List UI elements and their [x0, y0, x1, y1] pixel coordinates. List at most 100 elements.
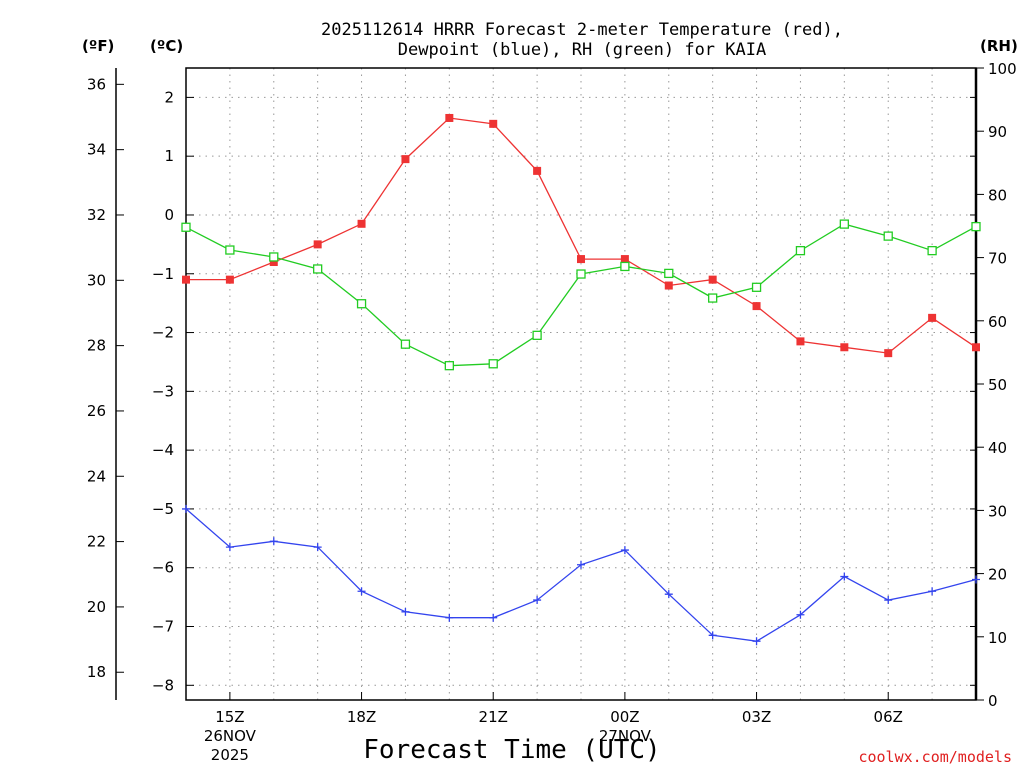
dewpoint-point — [708, 631, 717, 640]
dewpoint-point — [972, 575, 980, 584]
credit-text: coolwx.com/models — [858, 748, 1012, 766]
rh-point — [356, 299, 367, 309]
rh-point — [181, 222, 191, 232]
plot-frame — [185, 67, 977, 701]
fahrenheit-tick-label: 32 — [87, 206, 106, 224]
rh-tick-label: 10 — [988, 629, 1007, 647]
dewpoint-point — [225, 543, 234, 552]
chart-title-line2: Dewpoint (blue), RH (green) for KAIA — [398, 40, 766, 60]
fahrenheit-tick-label: 30 — [87, 271, 106, 289]
rh-point — [269, 252, 279, 262]
temperature-point — [533, 166, 542, 175]
dewpoint-point — [884, 596, 893, 605]
dewpoint-point — [620, 546, 629, 555]
dewpoint-point — [269, 537, 278, 546]
fahrenheit-tick-label: 36 — [87, 75, 106, 93]
rh-point — [664, 268, 674, 279]
rh-point — [400, 339, 411, 349]
rh-tick-label: 30 — [988, 502, 1007, 520]
rh-tick-label: 100 — [988, 60, 1017, 78]
rh-point — [576, 269, 586, 279]
temperature-point — [884, 349, 893, 358]
x-tick-label: 26NOV — [204, 727, 257, 745]
x-tick-label: 15Z — [215, 708, 244, 726]
celsius-tick-label: 0 — [164, 206, 174, 224]
celsius-tick-label: −3 — [152, 382, 174, 400]
temperature-point — [708, 275, 717, 284]
celsius-tick-label: −1 — [152, 265, 174, 283]
x-tick-label: 06Z — [874, 708, 903, 726]
rh-unit-label: (RH) — [980, 37, 1018, 55]
dewpoint-point — [752, 637, 761, 646]
rh-tick-label: 0 — [988, 692, 998, 710]
celsius-tick-label: −4 — [152, 441, 174, 459]
celsius-tick-label: −7 — [152, 618, 174, 636]
temperature-point — [796, 337, 805, 346]
temperature-point — [225, 275, 234, 284]
celsius-tick-label: −8 — [152, 676, 174, 694]
rh-point — [971, 221, 981, 232]
temperature-point — [182, 275, 190, 284]
fahrenheit-tick-label: 26 — [87, 402, 106, 420]
rh-tick-label: 50 — [988, 376, 1007, 394]
dewpoint-point — [445, 613, 454, 622]
rh-point — [927, 245, 937, 256]
grid-lines — [186, 68, 976, 700]
rh-point — [708, 293, 718, 303]
celsius-unit-label: (ºC) — [150, 37, 183, 55]
temperature-point — [664, 281, 673, 290]
x-tick-label: 21Z — [479, 708, 508, 726]
fahrenheit-tick-label: 22 — [87, 533, 106, 551]
dewpoint-point — [401, 607, 410, 616]
series-line-rh — [185, 223, 977, 367]
temperature-point — [445, 113, 454, 122]
fahrenheit-tick-label: 34 — [87, 141, 106, 159]
rh-tick-label: 20 — [988, 566, 1007, 584]
celsius-tick-label: −5 — [152, 500, 174, 518]
rh-point — [225, 245, 235, 255]
rh-point — [313, 264, 323, 274]
temperature-point — [620, 255, 629, 264]
temperature-point — [357, 219, 366, 228]
x-tick-label: 18Z — [347, 708, 376, 726]
rh-point — [488, 359, 498, 369]
rh-tick-label: 80 — [988, 186, 1007, 204]
temperature-point — [489, 119, 498, 128]
data-series — [181, 113, 981, 646]
rh-point — [444, 361, 454, 371]
fahrenheit-tick-label: 20 — [87, 598, 106, 616]
celsius-tick-label: −6 — [152, 559, 174, 577]
dewpoint-point — [182, 504, 190, 513]
fahrenheit-tick-label: 24 — [87, 467, 106, 485]
temperature-point — [313, 240, 322, 249]
temperature-point — [269, 258, 278, 267]
rh-point — [795, 245, 806, 256]
celsius-tick-label: 2 — [164, 88, 174, 106]
fahrenheit-tick-label: 28 — [87, 337, 106, 355]
x-tick-label: 2025 — [211, 746, 249, 764]
fahrenheit-unit-label: (ºF) — [82, 37, 114, 55]
temperature-point — [972, 343, 980, 352]
dewpoint-point — [928, 587, 937, 596]
rh-point — [620, 261, 630, 272]
rh-point — [883, 231, 893, 241]
temperature-point — [401, 155, 410, 164]
rh-point — [532, 330, 542, 340]
rh-tick-label: 60 — [988, 313, 1007, 331]
temperature-point — [752, 302, 761, 311]
dewpoint-point — [357, 587, 366, 596]
dewpoint-point — [840, 572, 849, 581]
dewpoint-point — [664, 590, 673, 599]
dewpoint-point — [796, 610, 805, 619]
rh-tick-label: 90 — [988, 123, 1007, 141]
celsius-tick-label: 1 — [164, 147, 174, 165]
dewpoint-point — [533, 596, 542, 605]
dewpoint-point — [577, 560, 585, 569]
temperature-point — [840, 343, 849, 352]
rh-point — [839, 219, 849, 229]
celsius-tick-label: −2 — [152, 324, 174, 342]
rh-point — [751, 282, 762, 292]
fahrenheit-tick-label: 18 — [87, 663, 106, 681]
temperature-point — [928, 313, 937, 322]
